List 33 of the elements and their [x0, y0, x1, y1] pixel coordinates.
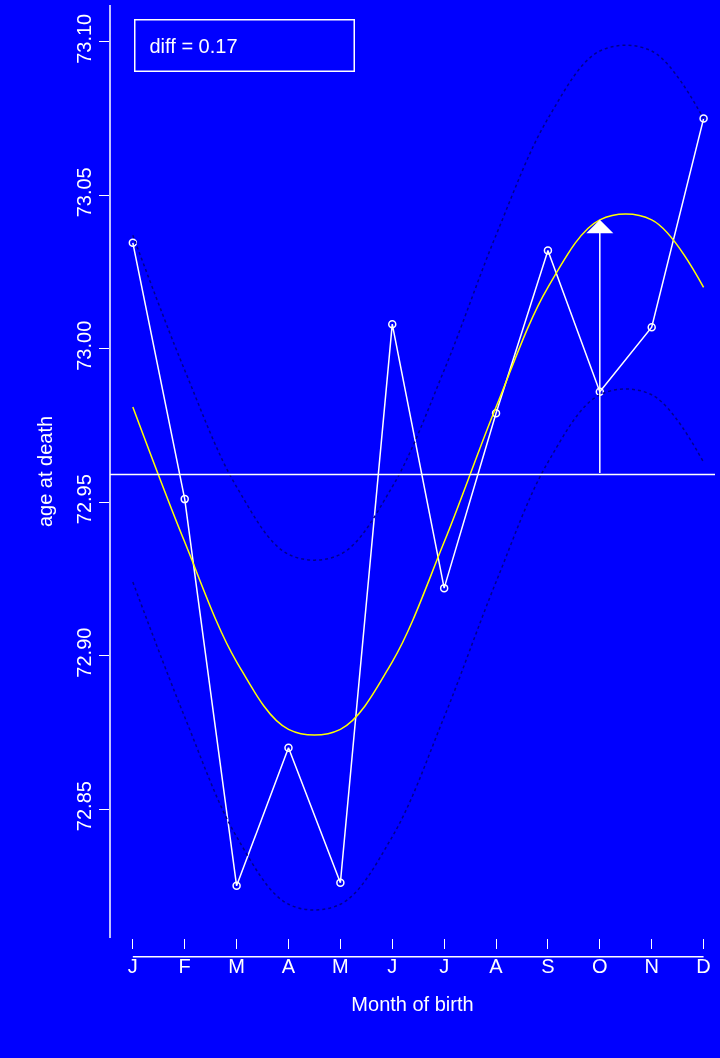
x-tick-label: F	[178, 955, 191, 977]
x-tick-label: N	[644, 955, 659, 977]
x-axis-title: Month of birth	[351, 992, 474, 1015]
point	[439, 583, 449, 593]
point	[336, 878, 345, 888]
x-tick-label: J	[127, 955, 138, 977]
point	[491, 408, 501, 418]
point	[543, 246, 553, 255]
x-tick-label: A	[281, 955, 296, 977]
point	[388, 319, 397, 329]
point	[595, 387, 605, 396]
point	[699, 114, 708, 123]
point	[232, 881, 241, 891]
y-tick-label: 73.00	[73, 320, 95, 371]
y-tick-label: 73.05	[73, 167, 95, 218]
y-tick-label: 73.10	[73, 13, 95, 64]
point	[180, 494, 189, 504]
x-tick-label: A	[489, 955, 504, 977]
annotation: diff = 0.17	[149, 34, 238, 57]
point	[647, 323, 656, 332]
y-tick-label: 72.85	[73, 781, 95, 832]
x-tick-label: D	[696, 955, 711, 977]
x-tick-label: M	[228, 955, 245, 977]
x-tick-label: S	[541, 955, 555, 977]
x-tick-label: O	[592, 955, 608, 977]
x-tick-label: J	[387, 955, 398, 977]
x-tick-label: M	[332, 955, 349, 977]
x-tick-label: J	[439, 955, 450, 977]
y-axis-title: age at death	[33, 415, 56, 528]
point	[284, 743, 293, 752]
y-tick-label: 72.90	[73, 627, 95, 678]
y-tick-label: 72.95	[73, 474, 95, 525]
point	[128, 238, 138, 248]
